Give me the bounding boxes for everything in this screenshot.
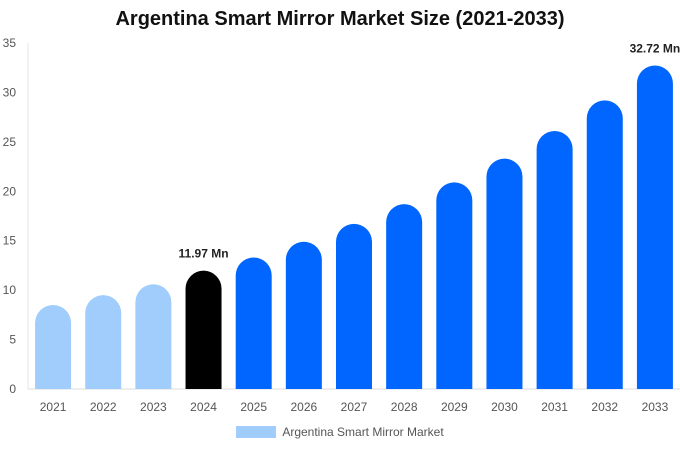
bar <box>135 284 172 389</box>
bar <box>235 257 272 389</box>
y-tick-label: 20 <box>3 184 17 198</box>
x-tick-label: 2021 <box>40 400 67 414</box>
bar <box>185 270 222 389</box>
y-tick-label: 5 <box>9 333 16 347</box>
y-tick-label: 10 <box>3 283 17 297</box>
bar <box>85 295 122 389</box>
x-tick-label: 2022 <box>90 400 117 414</box>
y-tick-label: 35 <box>3 36 17 50</box>
chart-title: Argentina Smart Mirror Market Size (2021… <box>115 8 565 30</box>
legend-swatch <box>236 426 277 438</box>
legend-label: Argentina Smart Mirror Market <box>282 425 444 439</box>
x-tick-label: 2027 <box>341 400 368 414</box>
x-tick-label: 2026 <box>290 400 317 414</box>
x-tick-label: 2032 <box>591 400 618 414</box>
y-tick-label: 25 <box>3 135 17 149</box>
bar <box>486 158 523 389</box>
x-tick-label: 2025 <box>240 400 267 414</box>
data-label: 11.97 Mn <box>179 247 229 261</box>
bar <box>285 241 322 389</box>
x-tick-label: 2028 <box>391 400 418 414</box>
y-tick-label: 30 <box>3 85 17 99</box>
bar <box>636 65 673 389</box>
y-tick-label: 0 <box>9 382 16 396</box>
bar <box>536 130 573 390</box>
x-tick-label: 2023 <box>140 400 167 414</box>
x-tick-label: 2024 <box>190 400 217 414</box>
x-tick-label: 2030 <box>491 400 518 414</box>
bar <box>336 223 372 389</box>
bar <box>35 304 72 389</box>
y-tick-label: 15 <box>3 234 17 248</box>
x-tick-label: 2031 <box>541 400 568 414</box>
bar <box>386 204 423 389</box>
bar <box>436 182 473 389</box>
x-tick-label: 2033 <box>642 400 669 414</box>
legend: Argentina Smart Mirror Market <box>0 425 680 439</box>
bar <box>586 100 623 389</box>
x-tick-label: 2029 <box>441 400 468 414</box>
data-label: 32.72 Mn <box>630 42 680 56</box>
